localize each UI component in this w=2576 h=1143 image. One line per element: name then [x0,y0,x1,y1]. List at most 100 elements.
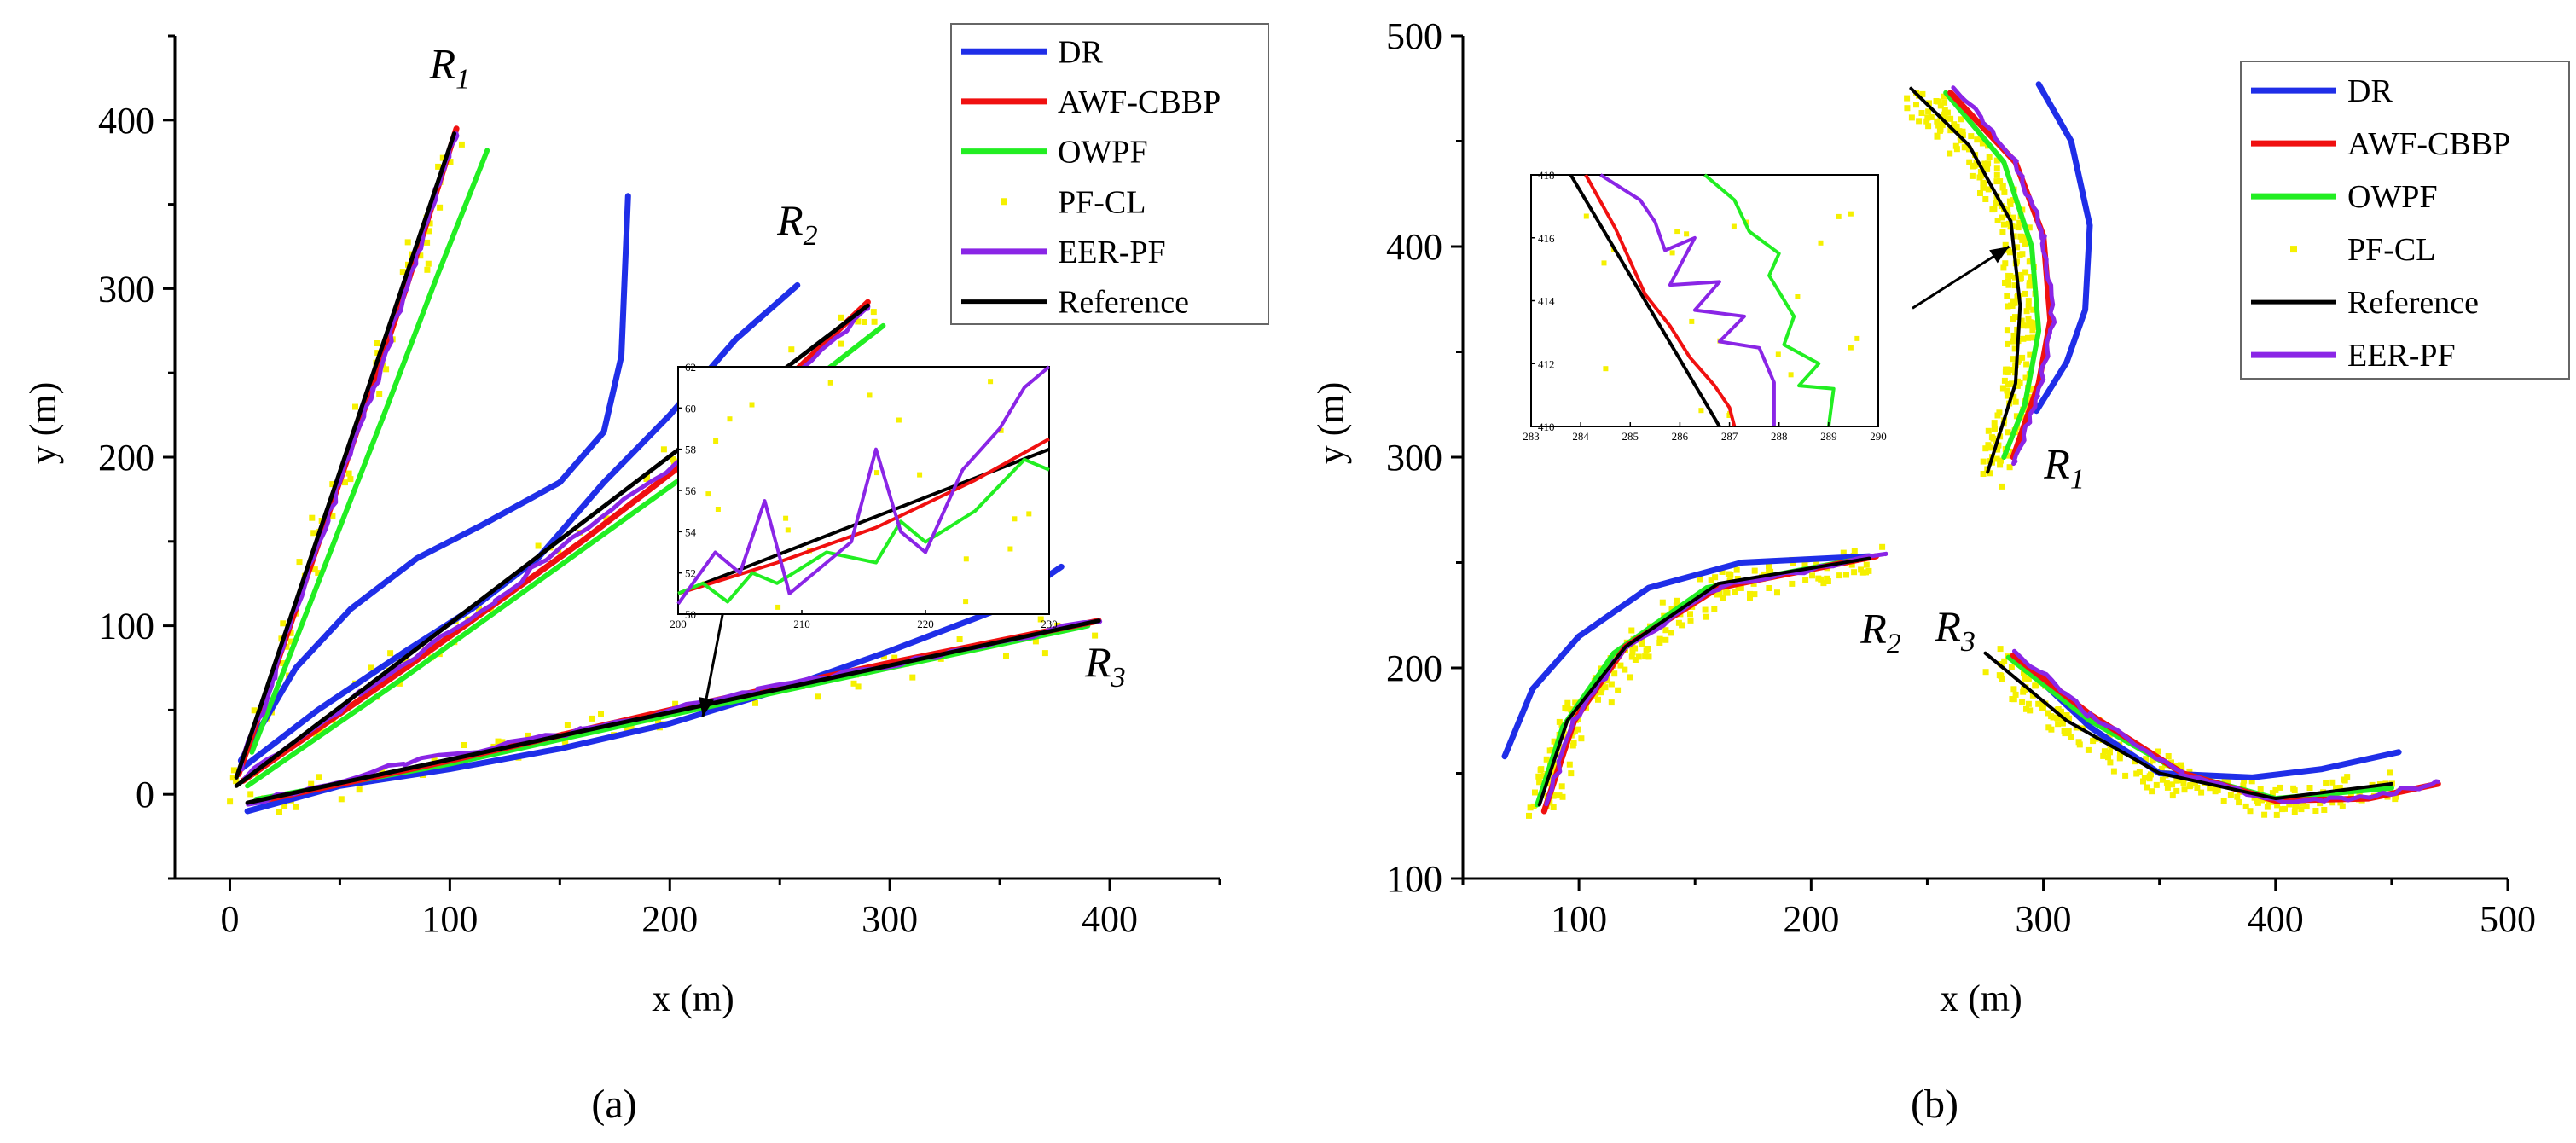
pf-cl-point [2144,784,2150,791]
pf-cl-point [2213,785,2219,792]
pf-cl-point [1527,804,1534,811]
pf-cl-point [2026,224,2033,231]
pf-cl-point [2312,808,2319,814]
x-tick-label: 100 [1551,898,1607,940]
inset-y-tick-label: 54 [685,525,697,538]
inset-y-tick-label: 60 [685,402,696,415]
pf-cl-point [1571,728,1578,734]
pf-cl-point [1615,687,1622,693]
pf-cl-point [2019,699,2026,705]
pf-cl-point [525,732,531,739]
legend-item-eer-pf: EER-PF [961,235,1166,270]
pf-cl-point [2065,728,2072,734]
legend-label: AWF-CBBP [1058,84,1221,120]
pf-cl-point [1595,696,1601,703]
x-tick-label: 200 [1783,898,1839,940]
pf-cl-point [311,566,318,573]
pf-cl-point [2001,658,2008,664]
y-tick-label: 200 [1386,647,1442,689]
pf-cl-point [2323,780,2329,786]
inset-y-tick-label: 52 [685,567,696,580]
legend-item-pf-cl: PF-CL [1001,184,1146,220]
pf-cl-point [1999,385,2006,392]
pf-cl-point [1642,653,1649,660]
pf-cl-point [2303,804,2310,810]
pf-cl-point [2329,779,2336,786]
pf-cl-point [2005,452,2011,459]
x-tick-label: 200 [641,898,698,940]
x-tick-label: 500 [2480,898,2536,940]
inset-x-tick-label: 290 [1870,430,1887,443]
pf-cl-point [1953,123,1960,130]
pf-cl-point [1993,178,2000,185]
pf-cl-point [1720,595,1726,601]
pf-cl-point [1923,118,1930,125]
pf-cl-point [1879,543,1886,550]
inset-pf-cl-point [1601,260,1607,266]
pf-cl-point [598,711,604,717]
pf-cl-point [1668,606,1675,612]
pf-cl-point [2032,682,2039,689]
pf-cl-point [2000,221,2007,228]
pf-cl-point [2002,241,2009,248]
inset-pf-cl-point [1674,229,1680,235]
pf-cl-point [376,391,383,397]
inset-x-tick-label: 288 [1771,430,1788,443]
arrowhead [699,697,714,717]
pf-cl-point [374,340,380,346]
inset-y-tick-label: 58 [685,444,696,456]
inset-y-tick-label: 414 [1538,295,1555,308]
pf-cl-point [2028,274,2034,281]
inset-pf-cl-point [1026,511,1032,517]
pf-cl-point [368,664,374,671]
pf-cl-point [1566,761,1573,768]
pf-cl-point [2014,382,2021,389]
pf-cl-point [2026,258,2033,265]
pf-cl-point [2020,335,2027,342]
pf-cl-point [1629,649,1636,656]
pf-cl-point [233,778,240,785]
legend-label: Reference [1058,285,1189,321]
pf-cl-point [2300,800,2306,806]
pf-cl-point [424,266,431,273]
pf-cl-point [2014,294,2021,300]
inset-pf-cl-point [1669,250,1675,256]
pf-cl-point [1982,669,1989,676]
pf-cl-point [345,470,352,477]
pf-cl-point [1919,90,1926,97]
pf-cl-point [1712,574,1719,581]
pf-cl-point [2017,271,2024,278]
pf-cl-point [2248,778,2255,785]
pf-cl-point [2016,276,2023,282]
pf-cl-point [2030,306,2037,313]
pf-cl-point [855,318,862,325]
pf-cl-point [1041,650,1048,657]
pf-cl-point [871,318,878,325]
pf-cl-point [2321,807,2328,813]
pf-cl-point [2022,675,2028,682]
pf-cl-point [1622,666,1628,673]
y-tick-label: 100 [98,606,154,647]
pf-cl-point [1570,740,1577,746]
pf-cl-point [2225,779,2231,786]
pf-cl-point [2259,797,2265,804]
y-tick-label: 400 [98,100,154,142]
pf-cl-point [2257,786,2264,792]
pf-cl-point [1974,136,1981,143]
pf-cl-point [670,456,676,463]
pf-cl-point [2005,272,2012,279]
pf-cl-point [1959,128,1966,135]
x-tick-label: 0 [220,898,239,940]
pf-cl-point [1977,190,1983,196]
x-tick-label: 300 [2016,898,2072,940]
legend: DR AWF-CBBP OWPF PF-CL Reference EER-PF [2240,61,2570,380]
pf-cl-point [308,780,315,787]
pf-cl-point [2264,804,2271,810]
pf-cl-point [1934,118,1941,125]
pf-cl-point [2002,368,2009,375]
pf-cl-point [1578,735,1585,742]
inset-pf-cl-point [749,402,755,408]
pf-cl-point [499,739,506,746]
pf-cl-point [329,481,336,488]
pf-cl-point [316,774,322,780]
